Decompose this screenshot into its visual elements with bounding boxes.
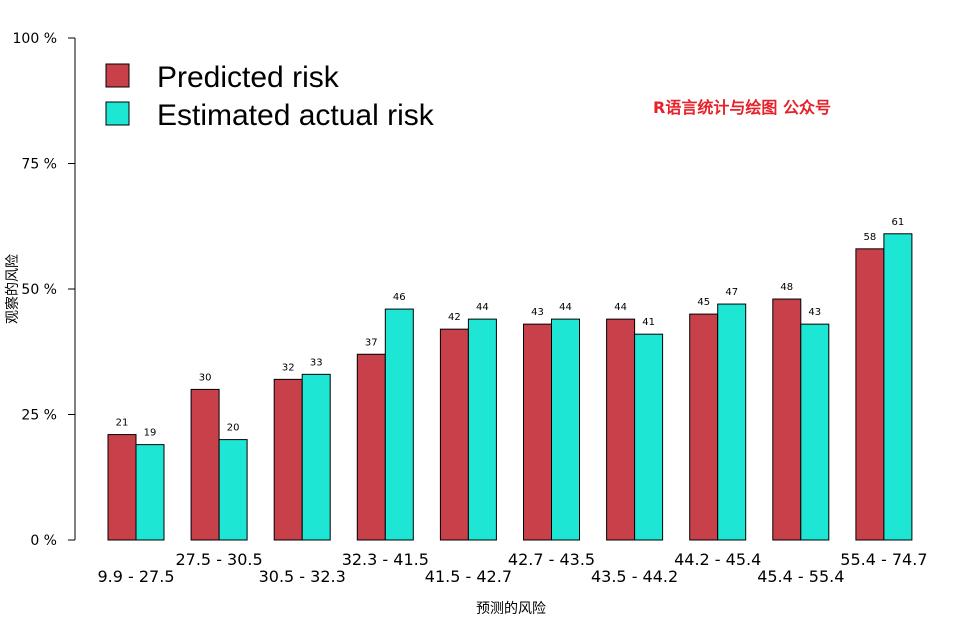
x-axis-title: 预测的风险 xyxy=(476,601,546,617)
legend: Predicted risk Estimated actual risk xyxy=(105,61,435,132)
bar-value-label: 20 xyxy=(227,423,240,434)
bar-value-label: 21 xyxy=(116,418,129,429)
legend-label-actual: Estimated actual risk xyxy=(157,99,435,132)
legend-swatch-predicted xyxy=(105,63,130,88)
bar-value-label: 44 xyxy=(614,302,627,313)
bar-series xyxy=(107,233,913,541)
bar xyxy=(855,248,885,541)
bar-value-label: 44 xyxy=(559,302,572,313)
bar-value-label: 42 xyxy=(448,312,461,323)
bar-value-label: 45 xyxy=(697,297,710,308)
bar xyxy=(218,439,248,541)
bar xyxy=(190,388,220,541)
bar xyxy=(689,313,719,541)
bar-value-label: 61 xyxy=(892,217,905,228)
bar-value-label: 37 xyxy=(365,337,378,348)
bar xyxy=(523,323,552,541)
bar xyxy=(107,434,137,541)
bar xyxy=(273,378,303,541)
x-tick-label: 41.5 - 42.7 xyxy=(425,567,512,586)
bar-value-label: 46 xyxy=(393,292,406,303)
bar xyxy=(301,373,331,541)
bar-value-label: 41 xyxy=(642,317,655,328)
watermark-text: R语言统计与绘图 公众号 xyxy=(653,98,831,117)
bar xyxy=(356,353,386,541)
x-tick-label: 30.5 - 32.3 xyxy=(259,567,346,586)
bar-value-label: 47 xyxy=(725,287,738,298)
y-tick-label: 100 % xyxy=(13,31,57,47)
bar xyxy=(883,233,913,541)
x-tick-label: 32.3 - 41.5 xyxy=(342,550,429,569)
x-tick-label: 42.7 - 43.5 xyxy=(508,550,595,569)
legend-label-predicted: Predicted risk xyxy=(157,61,340,94)
x-tick-label: 43.5 - 44.2 xyxy=(591,567,678,586)
y-axis: 0 % 25 % 50 % 75 % 100 % xyxy=(13,31,76,549)
y-tick-label: 75 % xyxy=(21,157,57,173)
bar xyxy=(800,323,830,541)
bar-value-label: 33 xyxy=(310,357,323,368)
category-labels: 9.9 - 27.527.5 - 30.530.5 - 32.332.3 - 4… xyxy=(97,550,927,586)
x-tick-label: 45.4 - 55.4 xyxy=(757,567,844,586)
bar xyxy=(606,318,636,541)
bar-value-label: 43 xyxy=(808,307,821,318)
y-tick-label: 25 % xyxy=(21,408,57,424)
legend-swatch-actual xyxy=(105,101,130,126)
bar xyxy=(634,333,664,541)
bar xyxy=(772,298,802,541)
y-axis-title: 观察的风险 xyxy=(4,254,21,324)
bar xyxy=(384,308,414,541)
bar-value-label: 43 xyxy=(531,307,544,318)
bar-value-label: 30 xyxy=(199,372,212,383)
bar-value-label: 32 xyxy=(282,362,295,373)
y-tick-label: 50 % xyxy=(21,282,57,298)
bar xyxy=(717,303,747,541)
bar xyxy=(135,444,165,541)
bar xyxy=(551,318,580,541)
bar-value-label: 19 xyxy=(144,428,157,439)
bar xyxy=(467,318,497,541)
x-tick-label: 27.5 - 30.5 xyxy=(175,550,262,569)
bar xyxy=(439,328,469,541)
x-tick-label: 9.9 - 27.5 xyxy=(97,567,174,586)
bar-value-label: 44 xyxy=(476,302,489,313)
value-labels: 21 19 30 20 32 33 37 46 42 44 43 44 44 41 45 47 48 43 58 61 xyxy=(116,217,905,439)
bar-value-label: 58 xyxy=(864,232,877,243)
bar-value-label: 48 xyxy=(780,282,793,293)
x-tick-label: 55.4 - 74.7 xyxy=(840,550,927,569)
x-tick-label: 44.2 - 45.4 xyxy=(674,550,761,569)
y-tick-label: 0 % xyxy=(30,533,57,549)
